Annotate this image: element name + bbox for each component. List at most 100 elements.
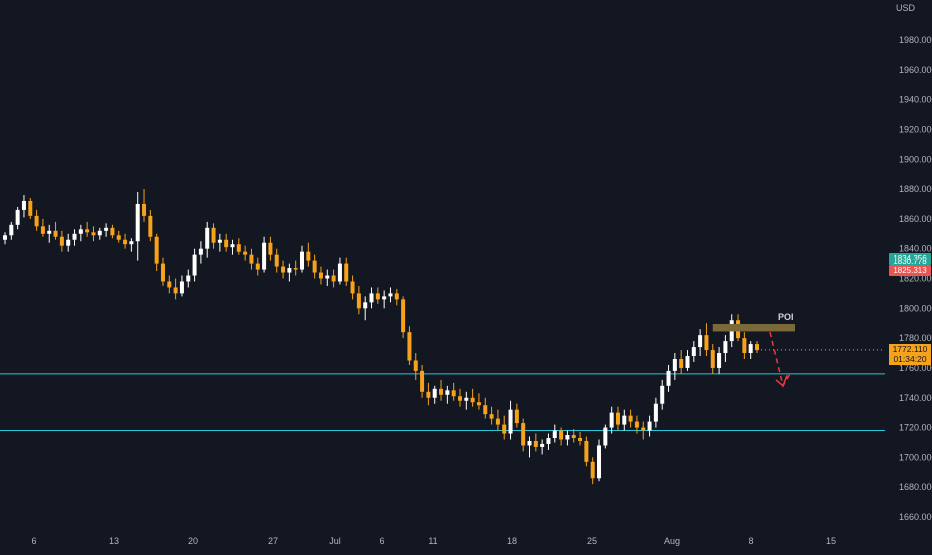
candle-body: [495, 418, 500, 425]
candle-body: [53, 230, 58, 237]
x-tick-label: 18: [507, 536, 517, 546]
candle-body: [476, 402, 481, 406]
candle-body: [634, 421, 639, 428]
x-tick-label: 11: [428, 536, 437, 546]
y-tick-label: 1800.000: [899, 303, 932, 313]
candle-body: [457, 396, 462, 401]
candle-body: [584, 440, 589, 462]
candle-body: [59, 236, 64, 246]
candle-body: [432, 388, 437, 398]
candle-body: [249, 254, 254, 264]
x-tick-label: Aug: [664, 536, 680, 546]
candle-body: [224, 239, 229, 248]
price-tag-lower: 1825.313: [889, 265, 931, 276]
candle-body: [521, 423, 526, 446]
candle-body: [508, 409, 513, 434]
candle-body: [489, 414, 494, 419]
candle-body: [97, 230, 102, 236]
candle-body: [148, 215, 153, 237]
candle-body: [91, 232, 96, 236]
candle-body: [331, 275, 336, 282]
candle-body: [565, 435, 570, 440]
y-tick-label: 1680.000: [899, 482, 932, 492]
candle-body: [622, 415, 627, 425]
candle-body: [666, 370, 671, 386]
candle-body: [34, 215, 39, 227]
candle-body: [609, 412, 614, 428]
x-tick-label: Jul: [329, 536, 341, 546]
candle-body: [755, 344, 759, 351]
candle-body: [647, 421, 652, 431]
candle-body: [255, 263, 260, 270]
candle-body: [451, 390, 456, 397]
x-tick-label: 27: [268, 536, 278, 546]
candle-body: [407, 332, 412, 361]
candle-body: [717, 353, 722, 368]
candle-body: [78, 229, 83, 234]
candle-body: [375, 293, 380, 300]
projection-arrow[interactable]: [769, 331, 791, 388]
candle-body: [236, 244, 241, 252]
poi-zone[interactable]: [712, 323, 795, 332]
candle-body: [742, 338, 747, 354]
candle-body: [571, 435, 576, 438]
y-tick-label: 1840.000: [899, 244, 932, 254]
candle-body: [179, 281, 184, 294]
candle-body: [369, 293, 374, 303]
candle-body: [9, 224, 14, 236]
candle-body: [641, 427, 646, 431]
candle-body: [72, 233, 77, 240]
candle-body: [274, 254, 279, 267]
candle-body: [445, 390, 450, 395]
candle-body: [142, 203, 147, 216]
candle-body: [186, 275, 191, 282]
candle-body: [104, 227, 109, 231]
candle-body: [672, 358, 677, 371]
candle-body: [723, 341, 728, 354]
candle-body: [502, 424, 507, 434]
candle-body: [293, 268, 298, 270]
y-tick-label: 1920.000: [899, 124, 932, 134]
candle-body: [710, 350, 715, 368]
candle-body: [344, 263, 349, 282]
candle-body: [337, 263, 342, 282]
candle-body: [123, 239, 128, 245]
candle-body: [533, 440, 538, 447]
candle-body: [217, 239, 222, 243]
candle-body: [312, 260, 317, 273]
candle-body: [173, 287, 178, 294]
candle-body: [527, 440, 532, 446]
candle-body: [154, 236, 159, 264]
candle-body: [281, 266, 286, 273]
candle-body: [388, 293, 393, 297]
y-tick-label: 1740.000: [899, 393, 932, 403]
candle-body: [464, 397, 469, 401]
candle-body: [578, 437, 583, 441]
candle-body: [559, 430, 564, 440]
candle-body: [356, 293, 361, 309]
poi-label: POI: [778, 312, 794, 322]
candle-body: [129, 241, 134, 245]
y-tick-label: 1980.000: [899, 35, 932, 45]
candle-body: [653, 403, 658, 422]
candle-body: [552, 430, 557, 438]
y-tick-label: 1880.000: [899, 184, 932, 194]
projection-arrowhead: [775, 375, 788, 388]
candle-body: [21, 200, 26, 210]
x-tick-label: 6: [379, 536, 384, 546]
y-tick-label: 1900.000: [899, 154, 932, 164]
y-tick-label: 1760.000: [899, 363, 932, 373]
candle-body: [413, 360, 418, 371]
candle-body: [306, 251, 311, 261]
x-tick-label: 6: [31, 536, 36, 546]
candle-body: [420, 370, 425, 392]
candle-body: [394, 293, 399, 300]
candle-body: [160, 263, 165, 282]
candle-body: [318, 272, 323, 279]
x-tick-label: 8: [748, 536, 753, 546]
candle-body: [66, 239, 71, 246]
candle-body: [243, 251, 248, 255]
candle-body: [540, 443, 545, 447]
